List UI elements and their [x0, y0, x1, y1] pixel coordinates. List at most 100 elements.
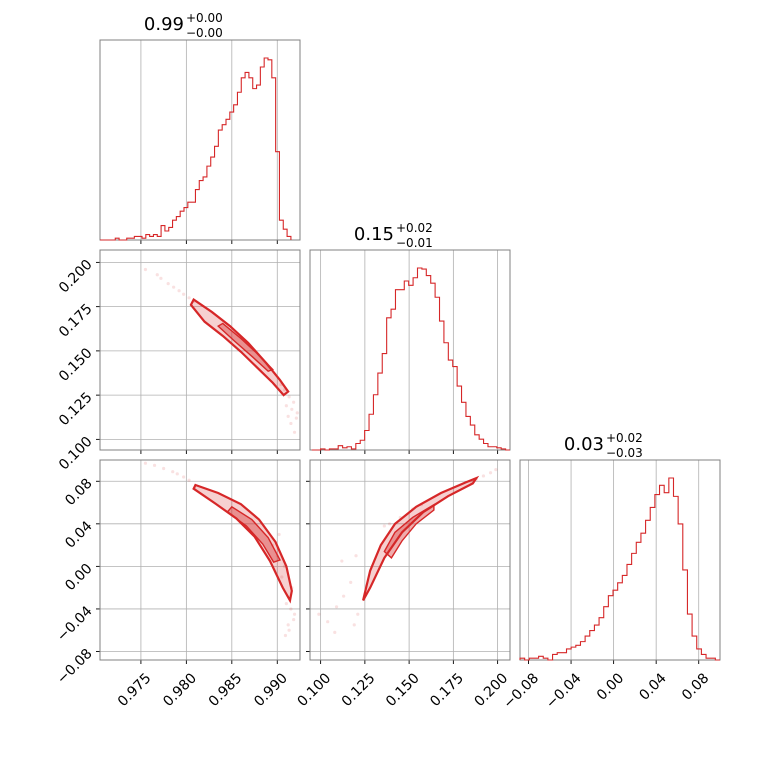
y-tick-label: −0.04 [54, 603, 96, 645]
scatter-point [172, 285, 176, 289]
y-tick-label: 0.08 [62, 476, 95, 509]
scatter-point [159, 276, 163, 280]
scatter-point [162, 466, 166, 471]
scatter-point [317, 612, 321, 616]
scatter-frame [99, 249, 301, 451]
histogram-frame [519, 459, 721, 661]
scatter-point [481, 474, 486, 478]
x-tick-label: −0.04 [543, 670, 585, 712]
x-tick-label: 0.975 [115, 670, 155, 710]
y-tick-label: −0.08 [54, 646, 96, 688]
panel-title-plus: +0.02 [396, 221, 433, 235]
contour-outer [189, 297, 290, 397]
x-tick-label: 0.990 [251, 670, 291, 710]
panel-title-plus: +0.00 [186, 11, 223, 25]
scatter-point [334, 605, 339, 609]
scatter-point [187, 296, 191, 300]
histogram-frame [99, 39, 301, 241]
scatter-point [340, 559, 344, 563]
contour-outer [362, 475, 480, 601]
scatter-frame [309, 459, 511, 661]
scatter-point [289, 421, 293, 426]
scatter-point [187, 478, 191, 482]
scatter-point [171, 470, 175, 474]
scatter-point [349, 580, 353, 584]
x-tick-label: 0.985 [206, 670, 246, 710]
scatter-point [356, 612, 360, 616]
x-tick-label: 0.00 [594, 670, 627, 703]
x-tick-label: 0.08 [679, 670, 712, 703]
x-tick-label: 0.175 [427, 670, 467, 710]
y-tick-label: 0.100 [56, 434, 96, 474]
histogram-step-line [311, 267, 510, 451]
scatter-point [354, 554, 358, 558]
scatter-point [295, 411, 299, 415]
scatter-point [342, 594, 346, 598]
panel-title-minus: −0.03 [606, 446, 643, 460]
histogram-frame [309, 249, 511, 451]
contour-inner [217, 322, 274, 373]
x-tick-label: 0.980 [160, 670, 200, 710]
panel-title-value: 0.03 [564, 434, 604, 455]
scatter-point [284, 404, 288, 408]
scatter-point [292, 430, 297, 434]
y-tick-label: 0.200 [56, 257, 96, 297]
scatter-point [289, 607, 293, 611]
panel-title-minus: −0.01 [396, 236, 433, 250]
scatter-point [286, 414, 290, 418]
scatter-panel-2-3: 0.100 0.125 0.150 0.175 0.200 [295, 459, 511, 710]
scatter-point [175, 472, 179, 476]
x-tick-label: 0.150 [383, 670, 423, 710]
scatter-point [287, 395, 291, 399]
x-tick-label: 0.04 [636, 670, 669, 703]
panel-title-value: 0.15 [354, 224, 394, 245]
panel-title-value: 0.99 [144, 14, 184, 35]
scatter-panel-1-3: 0.975 0.980 0.985 0.990 −0.08−0.04 0.00 0.04 0.… [54, 459, 301, 710]
histogram-step-line [519, 477, 720, 661]
scatter-point [143, 461, 148, 465]
scatter-point [292, 617, 296, 622]
contour-inner [383, 503, 435, 559]
scatter-point [292, 400, 296, 404]
scatter-point [155, 273, 159, 277]
y-tick-label: 0.00 [62, 561, 95, 594]
scatter-point [352, 623, 356, 627]
histogram-step-line [100, 57, 292, 241]
scatter-point [166, 282, 170, 286]
x-tick-label: 0.100 [295, 670, 335, 710]
scatter-point [280, 575, 284, 579]
scatter-point [177, 289, 181, 293]
scatter-point [287, 628, 291, 632]
scatter-point [182, 475, 186, 479]
scatter-point [382, 524, 386, 528]
y-tick-label: 0.04 [62, 518, 95, 551]
scatter-point [333, 630, 337, 634]
scatter-point [292, 612, 297, 616]
x-tick-label: 0.125 [339, 670, 379, 710]
scatter-point [283, 633, 288, 638]
scatter-point [277, 532, 281, 537]
y-tick-label: 0.175 [56, 301, 96, 341]
scatter-point [294, 416, 298, 420]
scatter-point [182, 292, 186, 296]
histogram-panel-2: 0.15 +0.02−0.01 [309, 221, 511, 454]
scatter-point [488, 471, 493, 475]
scatter-frame [99, 459, 301, 661]
panel-title-plus: +0.02 [606, 431, 643, 445]
scatter-point [494, 467, 498, 472]
scatter-point [284, 602, 288, 606]
scatter-point [290, 407, 294, 411]
x-tick-label: −0.08 [500, 670, 542, 712]
scatter-point [286, 623, 290, 627]
y-tick-label: 0.125 [56, 389, 96, 429]
scatter-point [143, 267, 148, 272]
contour-inner [226, 505, 282, 563]
y-tick-label: 0.150 [56, 345, 96, 385]
scatter-point [388, 522, 392, 526]
histogram-panel-1: 0.99 +0.00−0.00 [99, 11, 301, 244]
panel-title-minus: −0.00 [186, 26, 223, 40]
scatter-point [152, 463, 157, 467]
scatter-point [326, 620, 330, 624]
